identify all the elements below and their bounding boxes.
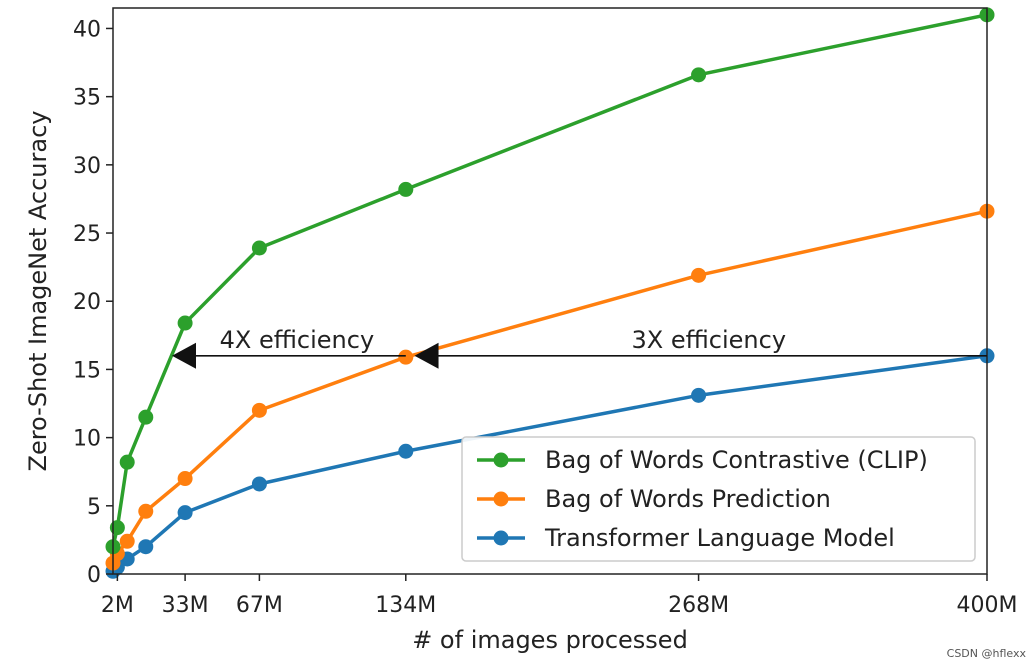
legend-swatch-marker — [493, 530, 509, 546]
y-tick-label: 40 — [73, 17, 101, 42]
x-axis-title: # of images processed — [412, 626, 688, 654]
series — [105, 348, 995, 579]
x-tick-label: 67M — [236, 593, 283, 618]
efficiency-label: 3X efficiency — [631, 326, 786, 354]
data-point — [177, 315, 193, 331]
axes: 0 5 10 15 20 25 30 35 40 2M 33M 67M 134M 268M 400M — [73, 17, 1017, 618]
legend-swatch-marker — [493, 491, 509, 507]
data-point — [251, 240, 267, 256]
legend-box — [461, 436, 976, 562]
efficiency-label: 4X efficiency — [220, 326, 375, 354]
data-point — [691, 387, 707, 403]
y-tick-label: 25 — [73, 222, 101, 247]
data-point — [251, 476, 267, 492]
x-tick-label: 400M — [957, 593, 1018, 618]
data-point — [398, 349, 414, 365]
y-tick-label: 20 — [73, 290, 101, 315]
legend-label: Bag of Words Contrastive (CLIP) — [545, 446, 928, 474]
y-tick-label: 30 — [73, 154, 101, 179]
y-axis-title: Zero-Shot ImageNet Accuracy — [24, 111, 52, 472]
data-point — [251, 402, 267, 418]
y-tick-label: 10 — [73, 427, 101, 452]
data-point — [691, 67, 707, 83]
data-point — [138, 539, 154, 555]
y-tick-label: 5 — [87, 495, 101, 520]
data-point — [177, 505, 193, 521]
data-point — [691, 267, 707, 283]
x-tick-label: 2M — [101, 593, 134, 618]
y-tick-label: 0 — [87, 563, 101, 588]
y-tick-label: 35 — [73, 86, 101, 111]
legend-label: Transformer Language Model — [544, 524, 895, 552]
x-tick-label: 33M — [162, 593, 209, 618]
data-point — [119, 454, 135, 470]
legend: Bag of Words Contrastive (CLIP) Bag of Wo… — [461, 436, 976, 562]
data-point — [138, 503, 154, 519]
data-point — [119, 533, 135, 549]
data-point — [398, 181, 414, 197]
y-tick-label: 15 — [73, 358, 101, 383]
legend-label: Bag of Words Prediction — [545, 485, 831, 513]
series — [105, 7, 995, 555]
data-point — [177, 471, 193, 487]
watermark: CSDN @hflexx — [946, 647, 1026, 660]
chart-marks — [105, 7, 995, 579]
efficiency-arrow-head — [414, 342, 439, 369]
annotations: 4X efficiency 3X efficiency — [171, 326, 987, 369]
plot-frame — [112, 7, 988, 575]
data-point — [109, 520, 125, 536]
x-tick-label: 134M — [375, 593, 436, 618]
efficiency-arrow-head — [171, 342, 196, 369]
data-point — [398, 443, 414, 459]
data-point — [138, 409, 154, 425]
legend-swatch-marker — [493, 452, 509, 468]
x-tick-label: 268M — [668, 593, 729, 618]
